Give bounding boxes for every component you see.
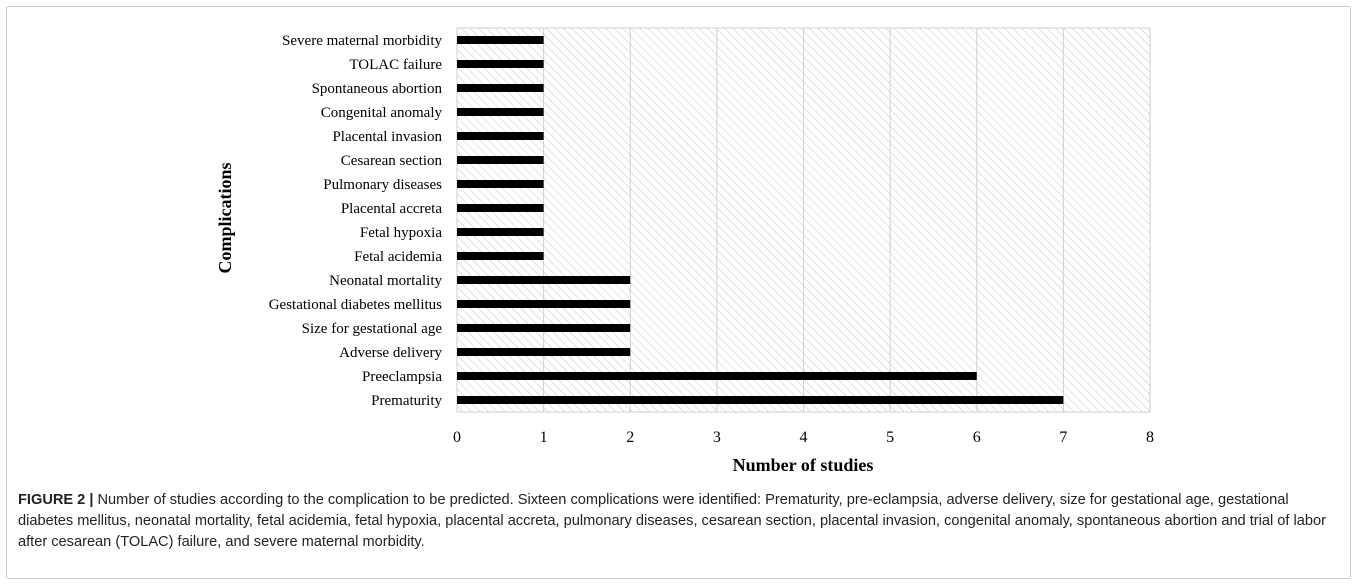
x-tick-label: 3 — [713, 429, 721, 446]
x-tick-label: 7 — [1059, 429, 1067, 446]
category-label: TOLAC failure — [349, 57, 442, 73]
bar — [457, 300, 631, 308]
category-label: Preeclampsia — [362, 369, 442, 385]
bar — [457, 36, 544, 44]
bar — [457, 372, 977, 380]
bar — [457, 108, 544, 116]
figure-caption: FIGURE 2 | Number of studies according t… — [18, 490, 1338, 553]
category-label: Fetal acidemia — [354, 249, 442, 265]
category-label: Cesarean section — [341, 153, 443, 169]
bar — [457, 276, 631, 284]
caption-text: Number of studies according to the compl… — [18, 492, 1326, 550]
bar — [457, 180, 544, 188]
bar — [457, 252, 544, 260]
x-axis-title: Number of studies — [733, 455, 874, 475]
bar — [457, 348, 631, 356]
bar — [457, 60, 544, 68]
category-labels: Severe maternal morbidity TOLAC failure Sp… — [269, 33, 443, 409]
category-label: Neonatal mortality — [329, 273, 442, 289]
caption-label: FIGURE 2 | — [18, 492, 94, 508]
y-axis-title: Complications — [215, 162, 235, 273]
category-label: Severe maternal morbidity — [282, 33, 442, 49]
category-label: Spontaneous abortion — [312, 81, 443, 97]
bar — [457, 156, 544, 164]
x-tick-label: 1 — [540, 429, 548, 446]
category-label: Congenital anomaly — [321, 105, 443, 121]
x-tick-label: 5 — [886, 429, 894, 446]
category-label: Adverse delivery — [339, 345, 442, 361]
x-tick-label: 8 — [1146, 429, 1154, 446]
x-tick-label: 6 — [973, 429, 981, 446]
category-label: Placental accreta — [341, 201, 443, 217]
x-tick-label: 0 — [453, 429, 461, 446]
bars — [457, 36, 1064, 404]
bar — [457, 204, 544, 212]
bar — [457, 84, 544, 92]
category-label: Size for gestational age — [302, 321, 443, 337]
figure-frame — [6, 6, 1351, 579]
x-tick-label: 2 — [626, 429, 634, 446]
bar — [457, 324, 631, 332]
category-label: Prematurity — [371, 393, 442, 409]
x-tick-label: 4 — [800, 429, 808, 446]
category-label: Fetal hypoxia — [360, 225, 442, 241]
category-label: Placental invasion — [332, 129, 442, 145]
category-label: Pulmonary diseases — [323, 177, 442, 193]
bar-chart: Severe maternal morbidity TOLAC failure Sp… — [215, 27, 1154, 475]
x-tick-labels: 0 1 2 3 4 5 6 7 8 — [453, 429, 1154, 446]
category-label: Gestational diabetes mellitus — [269, 297, 442, 313]
bar — [457, 132, 544, 140]
bar — [457, 228, 544, 236]
bar — [457, 396, 1064, 404]
